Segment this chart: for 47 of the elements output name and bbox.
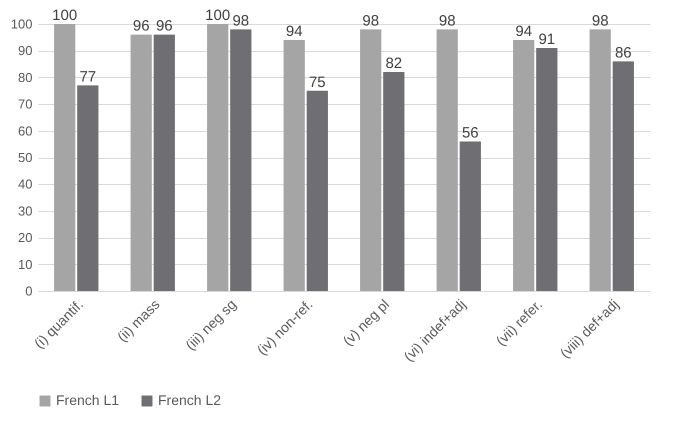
bar bbox=[154, 34, 175, 291]
data-label: 100 bbox=[205, 7, 230, 24]
bar bbox=[54, 24, 76, 291]
bar bbox=[230, 29, 252, 291]
legend-label: French L1 bbox=[56, 392, 120, 408]
bar bbox=[77, 85, 98, 291]
y-tick-label: 80 bbox=[18, 70, 32, 85]
data-label: 75 bbox=[308, 74, 326, 91]
data-label: 77 bbox=[79, 68, 96, 86]
bar bbox=[436, 29, 458, 291]
data-label: 86 bbox=[614, 44, 632, 62]
x-tick-label: (v) neg pl bbox=[340, 296, 392, 349]
bar bbox=[360, 29, 382, 291]
y-tick-label: 100 bbox=[10, 16, 32, 32]
y-tick-label: 60 bbox=[18, 123, 32, 138]
bar bbox=[383, 72, 404, 291]
data-label: 96 bbox=[156, 18, 173, 35]
legend-label: French L2 bbox=[158, 392, 222, 408]
x-tick-label: (iii) neg sg bbox=[182, 296, 240, 354]
data-label: 82 bbox=[385, 55, 402, 72]
y-tick-label: 70 bbox=[18, 96, 32, 112]
data-label: 56 bbox=[462, 124, 479, 142]
data-label: 91 bbox=[538, 31, 556, 48]
y-tick-label: 0 bbox=[25, 284, 32, 298]
data-label: 100 bbox=[52, 7, 78, 24]
data-label: 94 bbox=[515, 23, 532, 40]
y-tick-label: 20 bbox=[18, 230, 32, 246]
bar bbox=[612, 61, 634, 291]
data-label: 98 bbox=[232, 12, 250, 30]
bar bbox=[460, 141, 481, 291]
y-tick-label: 50 bbox=[18, 150, 32, 165]
bar bbox=[536, 48, 558, 291]
y-tick-label: 30 bbox=[18, 203, 32, 218]
data-label: 98 bbox=[438, 12, 456, 30]
y-tick-label: 40 bbox=[18, 176, 32, 192]
y-tick-label: 10 bbox=[18, 256, 32, 272]
bar bbox=[590, 29, 611, 291]
y-tick-label: 90 bbox=[18, 43, 32, 58]
bar bbox=[306, 90, 328, 291]
data-label: 94 bbox=[286, 23, 303, 40]
bar bbox=[513, 40, 534, 291]
data-label: 96 bbox=[132, 18, 150, 35]
bar bbox=[284, 40, 305, 291]
bar bbox=[207, 24, 228, 291]
data-label: 98 bbox=[592, 12, 609, 30]
data-label: 98 bbox=[362, 12, 380, 30]
bar bbox=[130, 34, 152, 291]
